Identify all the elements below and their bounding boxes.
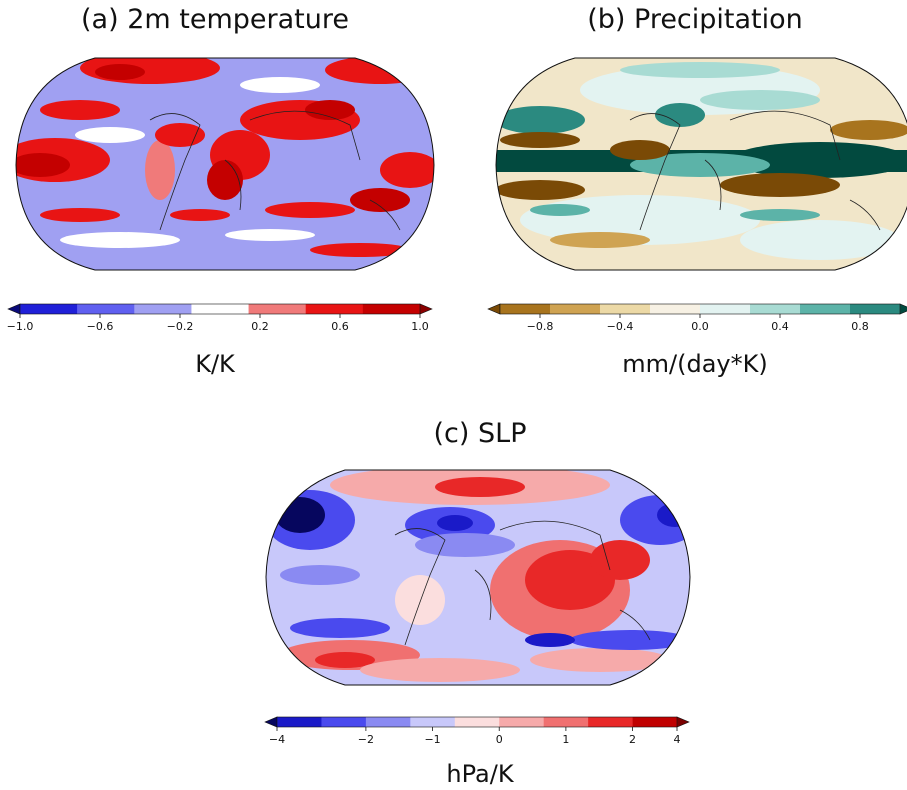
colorbar-a-tick-label: −1.0 [7,320,34,333]
colorbar-b-swatch [850,304,901,314]
colorbar-c-swatch [365,717,411,727]
colorbar-b-swatch [650,304,701,314]
colorbar-c-swatch [321,717,367,727]
colorbar-a-tick-label: 1.0 [411,320,429,333]
colorbar-a-swatch [248,304,307,314]
colorbar-c-extend-low [264,716,278,728]
colorbar-c-tick-label: −1 [424,733,440,746]
colorbar-c-tick-label: 0 [496,733,503,746]
colorbar-a-border [19,303,421,315]
colorbar-b-tick-label: 0.0 [691,320,709,333]
colorbar-b-swatch [550,304,601,314]
colorbar-b-swatch [750,304,801,314]
colorbar-a-swatch [191,304,249,314]
panel-c-title: (c) SLP [433,418,527,449]
colorbar-c-swatch [277,717,322,727]
colorbar-a-swatch [305,304,364,314]
colorbar-c-swatch [632,717,678,727]
colorbar-a-tick-label: −0.6 [87,320,114,333]
colorbar-a-swatch [362,304,421,314]
panel-a-unit: K/K [195,350,235,378]
colorbar-c-extend-high [676,716,690,728]
colorbar-c-swatch [543,717,589,727]
colorbar-a-tick-label: −0.2 [167,320,194,333]
colorbar-a-tick-label: 0.6 [331,320,349,333]
panel-b-unit: mm/(day*K) [622,350,768,378]
colorbar-c-tick-label: 2 [629,733,636,746]
panel-a-title: (a) 2m temperature [81,4,349,35]
panel-b-colorbar: −0.8 −0.4 0.0 0.4 0.8 [487,303,907,333]
panel-a-colorbar: −1.0 −0.6 −0.2 0.2 0.6 1.0 [7,303,433,333]
colorbar-b-swatch [800,304,851,314]
panel-b-title: (b) Precipitation [587,4,803,35]
panel-c-colorbar: −4 −2 −1 0 1 2 4 [264,716,690,746]
colorbar-b-swatch [700,304,751,314]
colorbar-c-tick-label: 4 [674,733,681,746]
colorbar-c-swatch [499,717,544,727]
colorbar-c-tick-label: −2 [358,733,374,746]
colorbar-c-swatch [588,717,633,727]
colorbar-c-swatch [454,717,500,727]
panel-c-unit: hPa/K [446,760,514,788]
colorbar-b-swatch [600,304,651,314]
colorbar-a-swatch [134,304,192,314]
colorbar-b-tick-label: −0.8 [527,320,554,333]
colorbar-b-tick-label: 0.4 [771,320,789,333]
colorbar-a-tick-label: 0.2 [251,320,269,333]
colorbar-c-swatch [410,717,456,727]
colorbar-b-tick-label: −0.4 [607,320,634,333]
colorbar-b-tick-label: 0.8 [851,320,869,333]
colorbar-c-tick-label: 1 [562,733,569,746]
colorbar-a-swatch [77,304,135,314]
colorbar-c-tick-label: −4 [269,733,285,746]
colorbar-a-swatch [20,304,78,314]
colorbar-c-border [276,716,678,728]
colorbar-b-swatch [500,304,551,314]
